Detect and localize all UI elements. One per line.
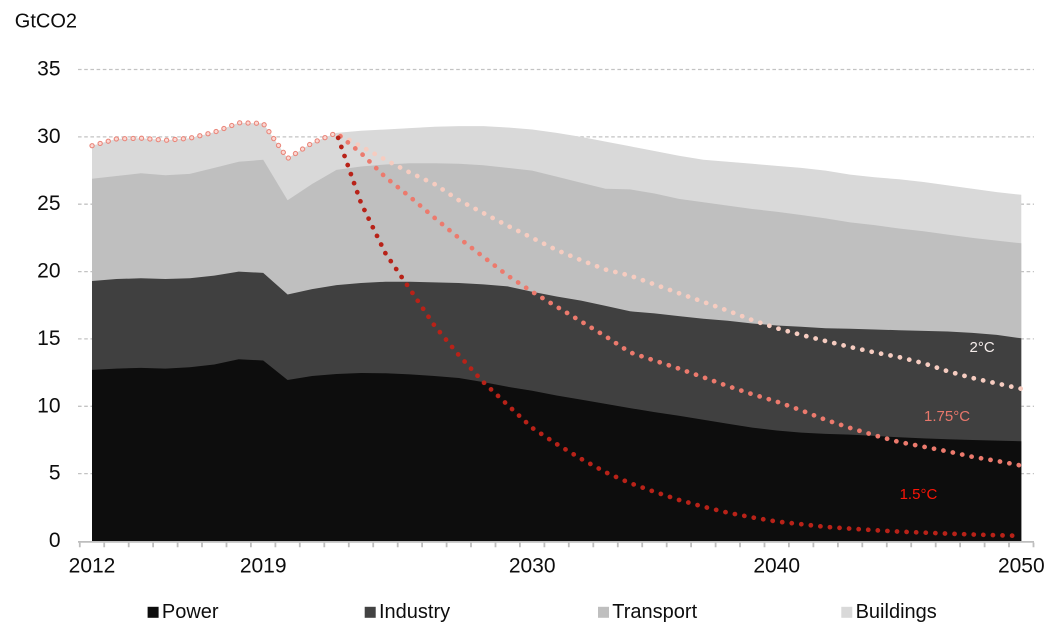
svg-text:1.5°C: 1.5°C [900, 486, 938, 503]
svg-text:2012: 2012 [69, 554, 116, 577]
svg-text:2040: 2040 [753, 554, 800, 577]
svg-text:10: 10 [37, 394, 60, 417]
svg-text:15: 15 [37, 327, 60, 350]
svg-text:2°C: 2°C [970, 339, 995, 356]
svg-text:2050: 2050 [998, 554, 1045, 577]
svg-text:2030: 2030 [509, 554, 556, 577]
svg-text:Transport: Transport [612, 601, 697, 623]
svg-text:Power: Power [162, 601, 219, 623]
svg-text:Buildings: Buildings [856, 601, 937, 623]
svg-text:5: 5 [49, 462, 61, 485]
svg-text:1.75°C: 1.75°C [924, 408, 970, 425]
svg-text:Industry: Industry [379, 601, 450, 623]
svg-text:30: 30 [37, 125, 60, 148]
svg-text:0: 0 [49, 529, 61, 552]
svg-text:25: 25 [37, 192, 60, 215]
svg-text:2019: 2019 [240, 554, 287, 577]
svg-text:GtCO2: GtCO2 [15, 10, 77, 32]
svg-text:20: 20 [37, 260, 60, 283]
svg-text:35: 35 [37, 58, 60, 81]
